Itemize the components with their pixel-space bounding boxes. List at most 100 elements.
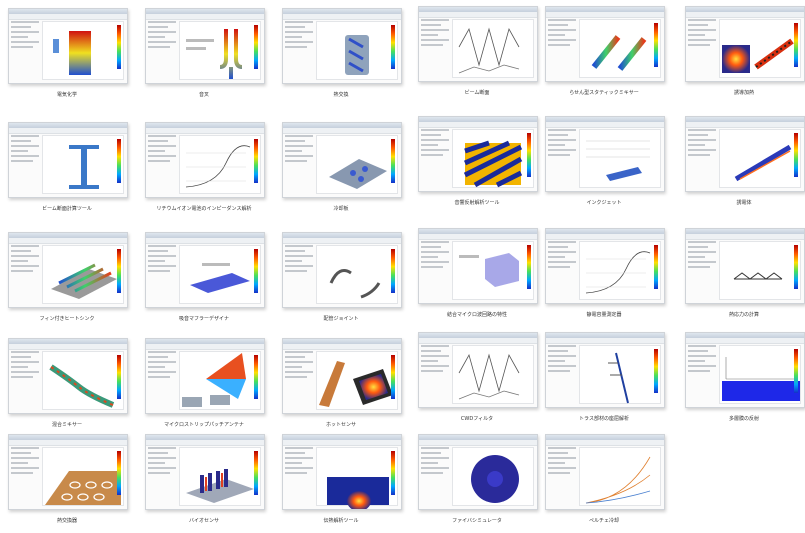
window-titlebar bbox=[686, 7, 804, 12]
settings-panel bbox=[548, 241, 576, 301]
app-thumbnail[interactable] bbox=[545, 332, 665, 408]
app-thumbnail[interactable] bbox=[282, 338, 402, 414]
app-thumbnail[interactable] bbox=[545, 6, 665, 82]
app-thumbnail[interactable] bbox=[685, 332, 805, 408]
app-caption: 誘導加熱 bbox=[733, 90, 754, 96]
settings-panel bbox=[688, 129, 716, 189]
app-thumbnail[interactable] bbox=[8, 434, 128, 510]
ribbon-toolbar bbox=[546, 12, 664, 18]
app-caption: 音叉 bbox=[198, 92, 209, 98]
app-caption: ビーム断面計算ツール bbox=[42, 206, 92, 212]
app-thumbnail[interactable] bbox=[282, 434, 402, 510]
app-thumbnail[interactable] bbox=[282, 8, 402, 84]
color-legend bbox=[391, 139, 395, 183]
ribbon-toolbar bbox=[9, 440, 127, 446]
window-titlebar bbox=[686, 117, 804, 122]
app-thumbnail[interactable] bbox=[685, 116, 805, 192]
color-legend bbox=[391, 355, 395, 399]
ribbon-toolbar bbox=[686, 122, 804, 128]
settings-panel bbox=[548, 447, 576, 507]
app-caption: ペルチェ冷却 bbox=[588, 518, 619, 524]
app-thumbnail[interactable] bbox=[418, 434, 538, 510]
app-thumbnail[interactable] bbox=[145, 8, 265, 84]
color-legend bbox=[254, 249, 258, 293]
app-caption: 熱応力の計算 bbox=[728, 312, 759, 318]
color-legend bbox=[794, 133, 798, 177]
app-caption: 吸音マフラーデザイナ bbox=[179, 316, 229, 322]
settings-panel bbox=[11, 135, 39, 195]
ribbon-toolbar bbox=[283, 440, 401, 446]
settings-panel bbox=[148, 245, 176, 305]
ribbon-toolbar bbox=[283, 14, 401, 20]
app-caption: ファイバシミュレータ bbox=[452, 518, 502, 524]
app-caption: 結合マイクロ波回路の特性 bbox=[447, 312, 507, 318]
app-caption: らせん型スタティックミキサー bbox=[569, 90, 639, 96]
window-titlebar bbox=[283, 339, 401, 344]
ribbon-toolbar bbox=[146, 238, 264, 244]
app-thumbnail[interactable] bbox=[8, 232, 128, 308]
settings-panel bbox=[285, 447, 313, 507]
window-titlebar bbox=[419, 229, 537, 234]
settings-panel bbox=[548, 19, 576, 79]
app-thumbnail[interactable] bbox=[8, 122, 128, 198]
app-thumbnail[interactable] bbox=[418, 332, 538, 408]
app-thumbnail[interactable] bbox=[282, 232, 402, 308]
app-thumbnail[interactable] bbox=[545, 228, 665, 304]
app-caption: ビーム断面 bbox=[464, 90, 490, 96]
ribbon-toolbar bbox=[419, 440, 537, 446]
window-titlebar bbox=[146, 435, 264, 440]
window-titlebar bbox=[283, 435, 401, 440]
window-titlebar bbox=[9, 9, 127, 14]
window-titlebar bbox=[283, 9, 401, 14]
ribbon-toolbar bbox=[419, 12, 537, 18]
ribbon-toolbar bbox=[686, 12, 804, 18]
window-titlebar bbox=[9, 233, 127, 238]
ribbon-toolbar bbox=[9, 238, 127, 244]
window-titlebar bbox=[283, 233, 401, 238]
ribbon-toolbar bbox=[9, 344, 127, 350]
window-titlebar bbox=[283, 123, 401, 128]
color-legend bbox=[117, 139, 121, 183]
window-titlebar bbox=[146, 123, 264, 128]
settings-panel bbox=[548, 129, 576, 189]
color-legend bbox=[794, 23, 798, 67]
settings-panel bbox=[148, 21, 176, 81]
window-titlebar bbox=[686, 229, 804, 234]
app-thumbnail[interactable] bbox=[418, 6, 538, 82]
color-legend bbox=[254, 25, 258, 69]
app-caption: 電気化学 bbox=[56, 92, 77, 98]
settings-panel bbox=[421, 129, 449, 189]
app-thumbnail[interactable] bbox=[145, 232, 265, 308]
app-thumbnail[interactable] bbox=[545, 116, 665, 192]
app-thumbnail[interactable] bbox=[685, 228, 805, 304]
app-thumbnail[interactable] bbox=[685, 6, 805, 82]
color-legend bbox=[654, 349, 658, 393]
settings-panel bbox=[688, 345, 716, 405]
app-thumbnail[interactable] bbox=[145, 338, 265, 414]
app-caption: 配管ジョイント bbox=[323, 316, 359, 322]
ribbon-toolbar bbox=[546, 234, 664, 240]
ribbon-toolbar bbox=[146, 440, 264, 446]
color-legend bbox=[527, 245, 531, 289]
color-legend bbox=[794, 349, 798, 393]
app-thumbnail[interactable] bbox=[418, 228, 538, 304]
app-thumbnail[interactable] bbox=[8, 338, 128, 414]
app-thumbnail[interactable] bbox=[418, 116, 538, 192]
settings-panel bbox=[285, 245, 313, 305]
ribbon-toolbar bbox=[419, 122, 537, 128]
app-thumbnail[interactable] bbox=[8, 8, 128, 84]
window-titlebar bbox=[419, 117, 537, 122]
app-thumbnail[interactable] bbox=[145, 434, 265, 510]
window-titlebar bbox=[9, 435, 127, 440]
ribbon-toolbar bbox=[686, 338, 804, 344]
ribbon-toolbar bbox=[283, 238, 401, 244]
app-thumbnail[interactable] bbox=[145, 122, 265, 198]
window-titlebar bbox=[9, 123, 127, 128]
app-caption: CWDフィルタ bbox=[460, 416, 494, 422]
app-thumbnail[interactable] bbox=[545, 434, 665, 510]
graphics-window bbox=[179, 21, 261, 80]
settings-panel bbox=[148, 135, 176, 195]
color-legend bbox=[117, 451, 121, 495]
graphics-window bbox=[452, 19, 534, 78]
app-thumbnail[interactable] bbox=[282, 122, 402, 198]
